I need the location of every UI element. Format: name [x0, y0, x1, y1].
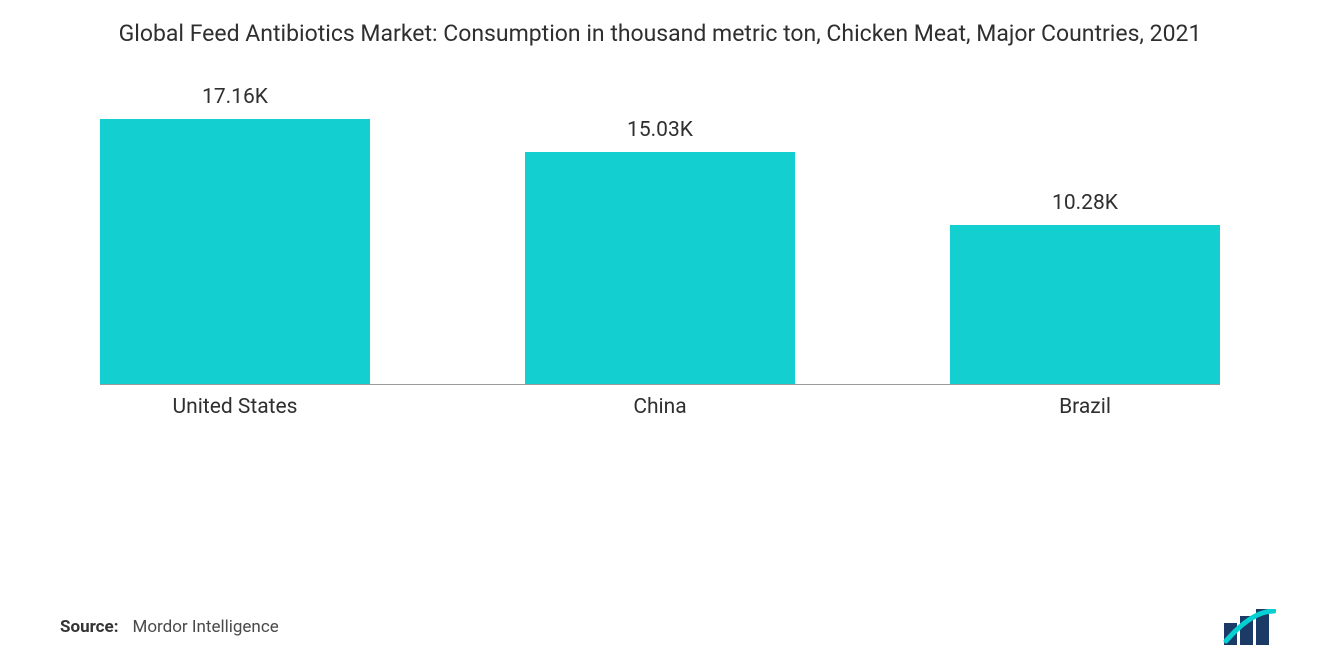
bars-row: 17.16K 15.03K 10.28K: [60, 119, 1260, 384]
category-row: United States China Brazil: [60, 395, 1260, 419]
bar-col-1: 15.03K: [525, 118, 795, 384]
bar-value-2: 10.28K: [1052, 191, 1118, 215]
bar-2: [950, 225, 1220, 384]
category-2: Brazil: [950, 395, 1220, 419]
source-prefix: Source:: [60, 617, 118, 637]
bar-1: [525, 152, 795, 384]
x-axis-line: [100, 384, 1220, 385]
category-0: United States: [100, 395, 370, 419]
source-attribution: Source: Mordor Intelligence: [60, 617, 279, 637]
bar-0: [100, 119, 370, 384]
chart-title: Global Feed Antibiotics Market: Consumpt…: [80, 18, 1240, 49]
bar-value-1: 15.03K: [627, 118, 693, 142]
bar-col-2: 10.28K: [950, 191, 1220, 384]
brand-logo-icon: [1222, 609, 1276, 645]
bar-col-0: 17.16K: [100, 85, 370, 384]
chart-area: 17.16K 15.03K 10.28K United States China…: [60, 119, 1260, 419]
bar-value-0: 17.16K: [202, 85, 268, 109]
category-1: China: [525, 395, 795, 419]
chart-frame: Global Feed Antibiotics Market: Consumpt…: [0, 0, 1320, 665]
source-text: Mordor Intelligence: [132, 617, 278, 637]
